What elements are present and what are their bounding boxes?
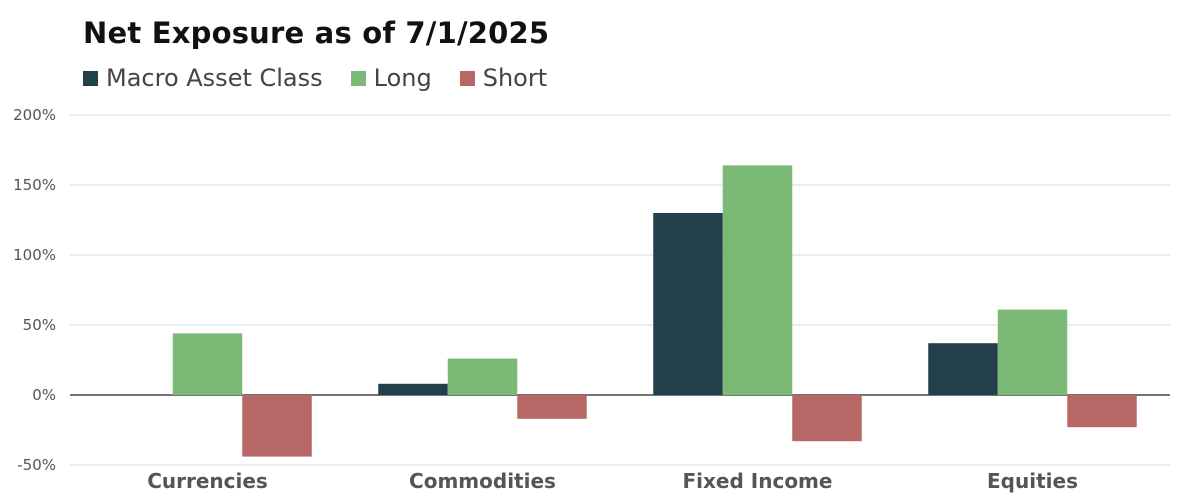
bar-equities-long <box>997 309 1068 395</box>
bar-fixed-income-short <box>792 395 862 442</box>
legend-label-2: Short <box>482 64 548 92</box>
bar-fixed-income-macro-asset-class <box>653 213 723 395</box>
legend-item-1: Long <box>350 64 432 92</box>
y-tick-label-2: 50% <box>23 316 56 334</box>
x-category-label-0: Currencies <box>147 469 268 493</box>
y-tick-label-0: -50% <box>17 456 56 474</box>
legend-label-0: Macro Asset Class <box>106 64 323 92</box>
bar-commodities-macro-asset-class <box>378 383 448 395</box>
x-category-label-1: Commodities <box>409 469 556 493</box>
y-tick-label-3: 100% <box>13 246 56 264</box>
legend-item-0: Macro Asset Class <box>83 64 323 92</box>
legend-swatch-1 <box>350 70 366 86</box>
legend-swatch-2 <box>459 70 475 86</box>
y-tick-label-1: 0% <box>32 386 56 404</box>
x-category-label-2: Fixed Income <box>683 469 833 493</box>
bar-currencies-short <box>242 395 312 457</box>
chart-title: Net Exposure as of 7/1/2025 <box>83 16 550 50</box>
bar-fixed-income-long <box>722 165 793 395</box>
legend-item-2: Short <box>459 64 548 92</box>
bar-commodities-long <box>447 358 518 395</box>
bar-commodities-short <box>517 395 587 419</box>
y-tick-label-4: 150% <box>13 176 56 194</box>
x-category-label-3: Equities <box>987 469 1078 493</box>
bar-currencies-long <box>172 333 243 395</box>
chart-legend: Macro Asset Class Long Short <box>83 64 575 92</box>
y-tick-label-5: 200% <box>13 106 56 124</box>
bar-equities-short <box>1067 395 1137 428</box>
bar-equities-macro-asset-class <box>928 343 998 395</box>
legend-swatch-0 <box>83 70 98 86</box>
legend-label-1: Long <box>373 64 432 92</box>
